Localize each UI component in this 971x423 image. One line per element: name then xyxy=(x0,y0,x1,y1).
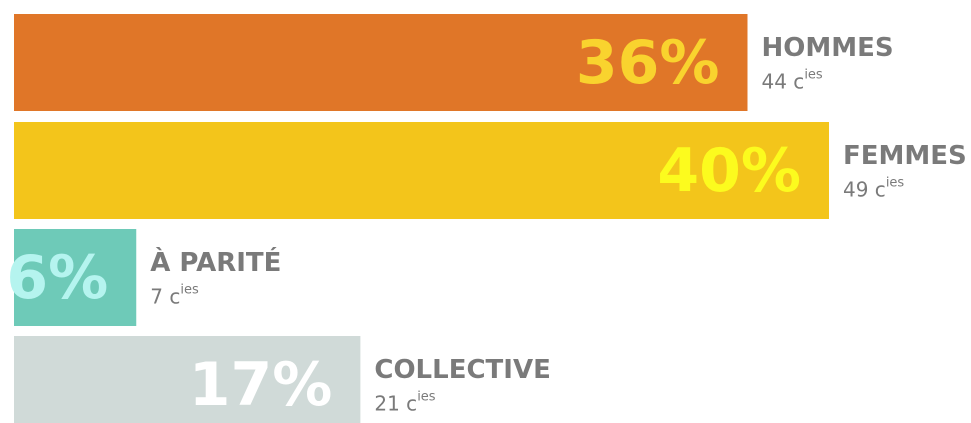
bar xyxy=(14,122,829,219)
count-sup: ies xyxy=(417,389,436,404)
value-label: 17% xyxy=(189,350,333,420)
category-label: FEMMES xyxy=(843,141,967,171)
bar xyxy=(14,229,137,326)
category-label: HOMMES xyxy=(762,33,894,63)
value-label: 6% xyxy=(6,243,108,313)
count-label: 7 cies xyxy=(150,282,199,308)
count-sup: ies xyxy=(886,175,905,190)
category-label: COLLECTIVE xyxy=(374,355,550,385)
count-sup: ies xyxy=(180,282,199,297)
count-text: 44 c xyxy=(762,69,805,93)
value-label: 36% xyxy=(576,28,720,98)
count-text: 49 c xyxy=(843,177,886,201)
category-label: À PARITÉ xyxy=(150,246,281,278)
bar xyxy=(14,14,748,111)
count-label: 21 cies xyxy=(374,389,435,415)
bar xyxy=(14,336,361,423)
count-label: 44 cies xyxy=(762,67,823,93)
value-label: 40% xyxy=(657,136,801,206)
count-sup: ies xyxy=(804,67,823,82)
count-label: 49 cies xyxy=(843,175,904,201)
count-text: 21 c xyxy=(374,391,417,415)
count-text: 7 c xyxy=(150,284,180,308)
